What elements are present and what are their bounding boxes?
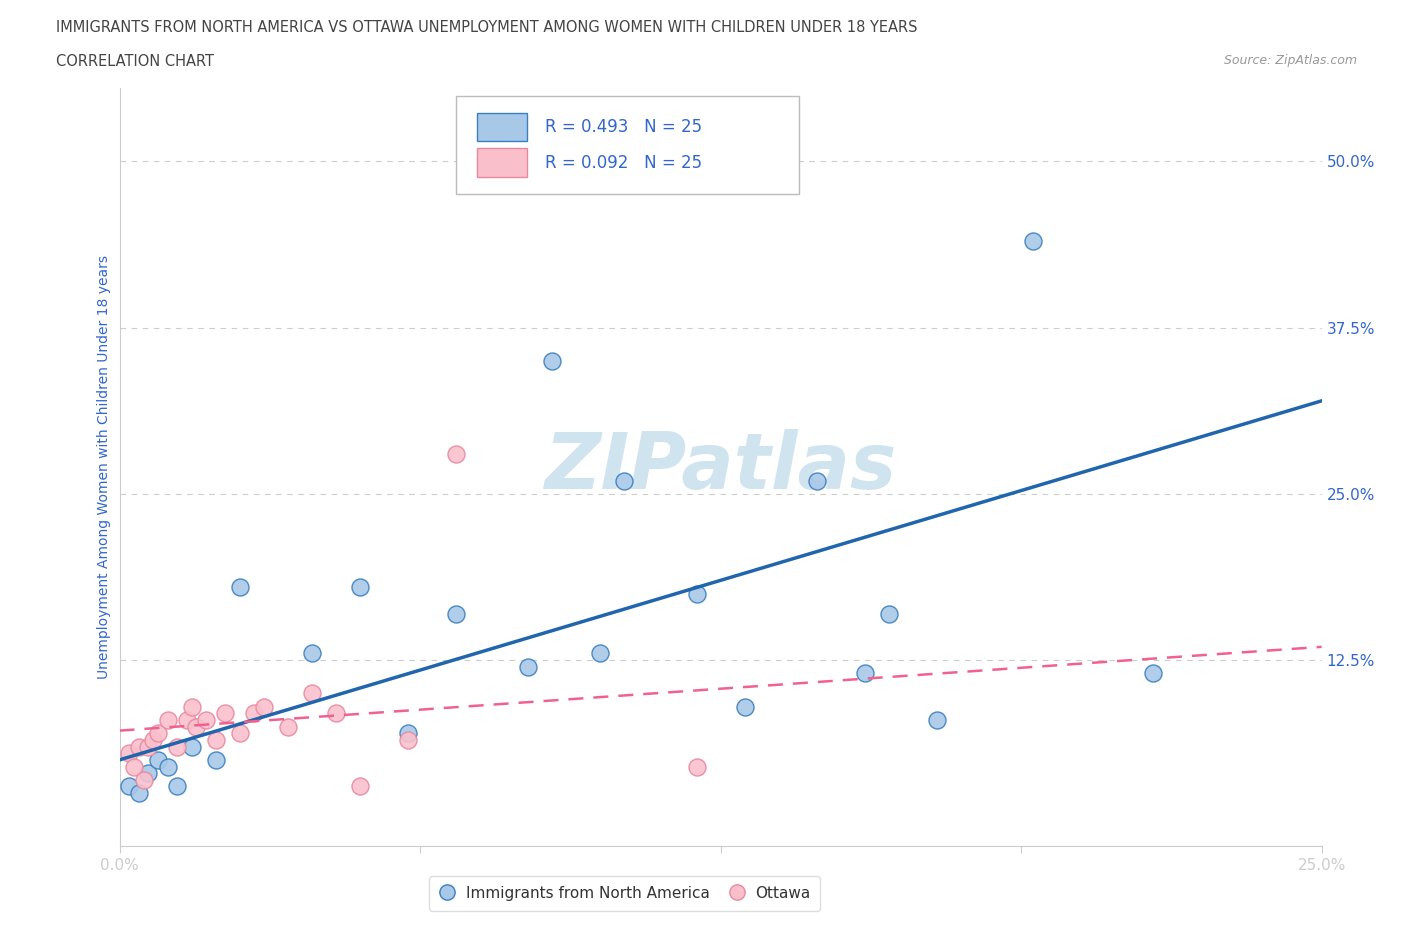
Point (253, 699, 276, 714)
Point (734, 699, 756, 714)
Point (132, 773, 155, 788)
Point (925, 712, 948, 727)
Point (685, 759, 707, 774)
Text: R = 0.092   N = 25: R = 0.092 N = 25 (546, 153, 702, 172)
Point (277, 719, 299, 734)
Point (396, 725, 419, 740)
Text: Source: ZipAtlas.com: Source: ZipAtlas.com (1223, 54, 1357, 67)
Point (156, 712, 179, 727)
Point (118, 779, 141, 794)
Legend: Immigrants from North America, Ottawa: Immigrants from North America, Ottawa (429, 876, 820, 910)
Point (589, 646, 612, 661)
Point (301, 646, 323, 661)
Text: R = 0.493   N = 25: R = 0.493 N = 25 (546, 118, 702, 136)
Point (122, 759, 145, 774)
Point (146, 752, 169, 767)
Point (396, 733, 419, 748)
Point (180, 699, 202, 714)
Text: CORRELATION CHART: CORRELATION CHART (56, 54, 214, 69)
Point (128, 786, 150, 801)
Point (613, 473, 636, 488)
Point (156, 759, 179, 774)
Bar (477, 113, 527, 141)
Point (195, 712, 218, 727)
Point (228, 579, 252, 594)
Point (204, 733, 226, 748)
Y-axis label: Unemployment Among Women with Children Under 18 years: Unemployment Among Women with Children U… (97, 256, 111, 679)
Point (138, 739, 160, 754)
Bar (477, 148, 527, 177)
Point (349, 579, 371, 594)
Point (301, 686, 323, 701)
Text: IMMIGRANTS FROM NORTH AMERICA VS OTTAWA UNEMPLOYMENT AMONG WOMEN WITH CHILDREN U: IMMIGRANTS FROM NORTH AMERICA VS OTTAWA … (56, 20, 918, 35)
Point (142, 733, 165, 748)
Point (1142, 666, 1164, 681)
Point (138, 765, 160, 780)
Point (186, 719, 208, 734)
Point (853, 666, 876, 681)
Point (685, 586, 707, 601)
Point (349, 779, 371, 794)
Text: ZIPatlas: ZIPatlas (544, 430, 897, 505)
Point (806, 473, 828, 488)
Point (517, 659, 540, 674)
Point (325, 706, 347, 721)
FancyBboxPatch shape (456, 96, 799, 194)
Point (243, 706, 266, 721)
Point (180, 739, 202, 754)
Point (118, 746, 141, 761)
Point (541, 353, 564, 368)
Point (228, 725, 252, 740)
Point (146, 725, 169, 740)
Point (128, 739, 150, 754)
Point (176, 712, 198, 727)
Point (877, 606, 900, 621)
Point (166, 739, 188, 754)
Point (1022, 233, 1045, 248)
Point (166, 779, 188, 794)
Point (214, 706, 236, 721)
Point (444, 606, 467, 621)
Point (204, 752, 226, 767)
Point (444, 446, 467, 461)
